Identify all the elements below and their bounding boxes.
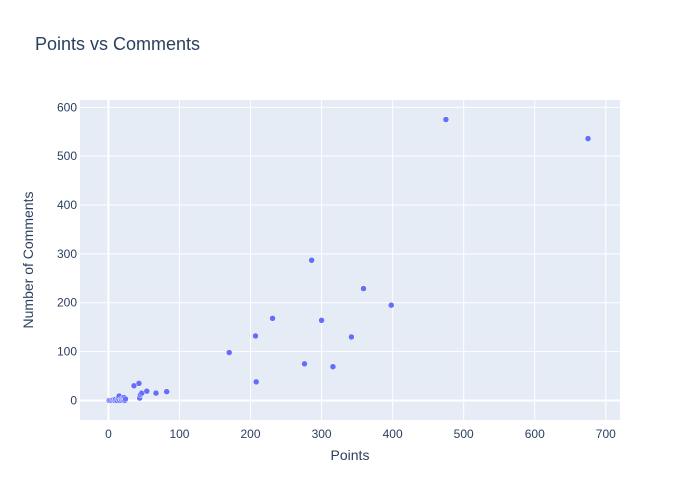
y-tick-label: 500 xyxy=(57,149,77,163)
data-point xyxy=(318,317,325,324)
data-point xyxy=(143,387,151,395)
x-tick-label: 300 xyxy=(312,427,332,441)
y-tick-label: 600 xyxy=(57,100,77,114)
data-point xyxy=(329,363,337,370)
data-point xyxy=(252,378,260,386)
data-point xyxy=(308,256,315,264)
x-tick-label: 100 xyxy=(169,427,189,441)
data-point xyxy=(584,135,592,142)
data-point xyxy=(301,360,308,368)
data-point xyxy=(348,333,355,341)
x-tick-label: 400 xyxy=(383,427,403,441)
y-tick-label: 200 xyxy=(57,296,77,310)
x-tick-label: 700 xyxy=(596,427,616,441)
x-tick-label: 600 xyxy=(525,427,545,441)
data-points xyxy=(105,116,592,404)
data-point xyxy=(152,389,160,397)
data-point xyxy=(442,116,450,123)
y-tick-label: 100 xyxy=(57,345,77,359)
x-gridlines xyxy=(107,100,607,420)
data-point xyxy=(135,380,143,387)
x-tick-labels: 0 100 200 300 400 500 600 700 xyxy=(105,427,616,441)
x-tick-label: 200 xyxy=(241,427,261,441)
data-point xyxy=(122,395,129,403)
y-axis-title: Number of Comments xyxy=(20,192,36,329)
data-point xyxy=(387,301,395,309)
x-tick-label: 500 xyxy=(454,427,474,441)
plot-area xyxy=(80,100,620,420)
chart-title: Points vs Comments xyxy=(35,34,200,54)
x-tick-label: 0 xyxy=(105,427,112,441)
y-tick-label: 300 xyxy=(57,247,77,261)
y-gridlines xyxy=(80,106,620,402)
x-axis-title: Points xyxy=(331,447,370,463)
data-point xyxy=(360,285,367,292)
data-point xyxy=(252,332,259,340)
data-point xyxy=(269,315,276,322)
y-tick-label: 400 xyxy=(57,198,77,212)
y-tick-label: 0 xyxy=(70,393,77,407)
y-tick-labels: 0 100 200 300 400 500 600 xyxy=(57,100,77,407)
data-point xyxy=(225,349,233,356)
data-point xyxy=(163,388,170,395)
